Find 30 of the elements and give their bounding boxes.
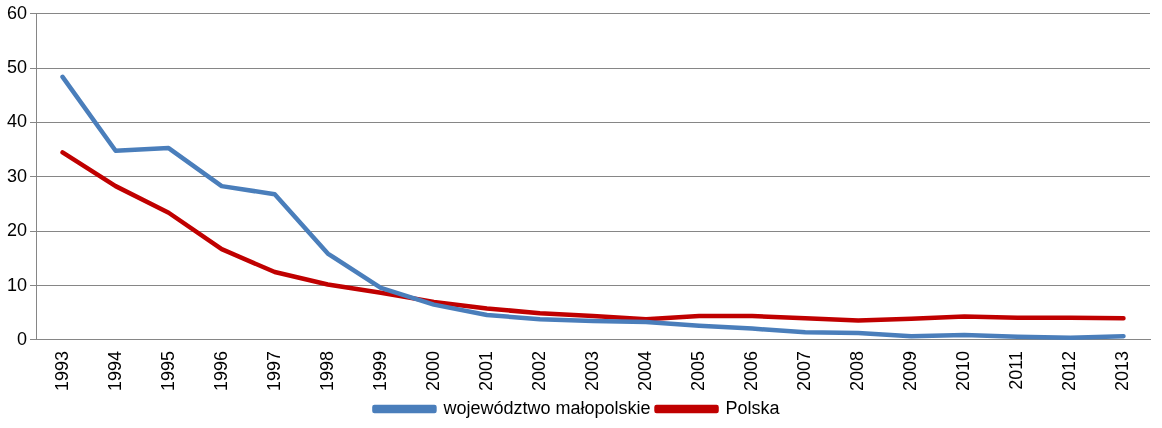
y-tick-label: 40 bbox=[6, 111, 28, 132]
x-tick-label: 2010 bbox=[953, 350, 974, 391]
y-tick-label: 30 bbox=[6, 165, 28, 186]
x-tick-label: 1995 bbox=[157, 350, 178, 391]
x-tick-label: 2011 bbox=[1006, 350, 1027, 390]
x-tick-label: 1994 bbox=[104, 350, 125, 391]
x-tick-label: 2002 bbox=[528, 350, 549, 391]
x-tick-label: 1999 bbox=[369, 350, 390, 391]
x-tick-label: 2012 bbox=[1059, 350, 1080, 391]
x-tick-label: 1998 bbox=[316, 350, 337, 391]
x-tick-label: 2000 bbox=[422, 350, 443, 391]
y-tick-label: 60 bbox=[6, 2, 28, 23]
y-tick-label: 10 bbox=[6, 274, 28, 295]
x-tick-label: 2006 bbox=[741, 350, 762, 391]
x-tick-label: 2004 bbox=[635, 350, 656, 391]
x-tick-label: 2001 bbox=[475, 350, 496, 391]
legend-label: Polska bbox=[725, 397, 781, 418]
y-tick-label: 0 bbox=[17, 328, 28, 349]
x-tick-label: 1996 bbox=[210, 350, 231, 391]
y-tick-label: 50 bbox=[6, 57, 28, 78]
x-tick-label: 2007 bbox=[794, 350, 815, 391]
x-tick-label: 2005 bbox=[688, 350, 709, 391]
x-tick-label: 1997 bbox=[263, 350, 284, 391]
legend-label: województwo małopolskie bbox=[442, 397, 651, 418]
x-tick-label: 1993 bbox=[51, 350, 72, 391]
y-tick-label: 20 bbox=[6, 220, 28, 241]
x-tick-label: 2013 bbox=[1112, 350, 1133, 391]
x-tick-label: 2003 bbox=[581, 350, 602, 391]
x-tick-label: 2009 bbox=[900, 350, 921, 391]
x-tick-label: 2008 bbox=[847, 350, 868, 391]
